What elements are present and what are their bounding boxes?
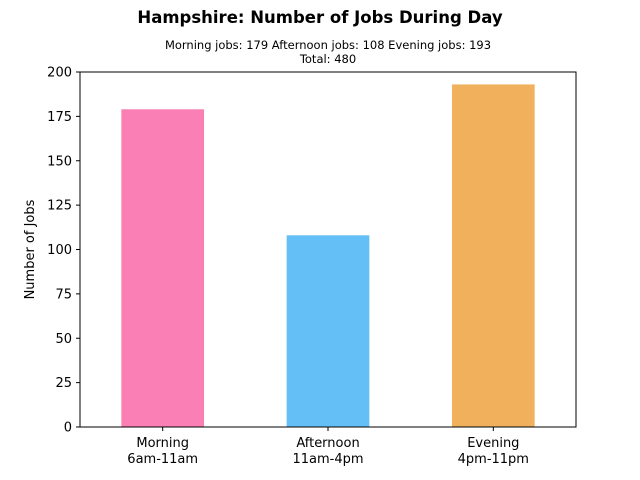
x-tick-label: Afternoon <box>296 436 359 451</box>
y-axis-ticks: 0 25 50 75 100 125 150 175 200 <box>47 66 80 436</box>
subtitle-line-total: Total: 480 <box>299 52 357 66</box>
x-tick-label: 4pm-11pm <box>458 452 529 467</box>
y-tick-label: 175 <box>47 110 72 125</box>
chart-subtitle: Morning jobs: 179 Afternoon jobs: 108 Ev… <box>8 38 640 66</box>
bar-morning <box>121 109 205 428</box>
bar-afternoon <box>286 235 370 427</box>
y-tick-label: 25 <box>55 376 72 391</box>
y-tick-label: 50 <box>55 332 72 347</box>
bars-group <box>121 84 535 428</box>
y-tick-label: 0 <box>64 421 72 436</box>
plot-frame <box>79 71 577 428</box>
y-axis-label: Number of Jobs <box>23 199 38 299</box>
x-tick-label: Morning <box>136 436 189 451</box>
y-tick-label: 125 <box>47 199 72 214</box>
y-tick-label: 150 <box>47 154 72 169</box>
y-tick-label: 100 <box>47 243 72 258</box>
x-tick-label: 11am-4pm <box>292 452 363 467</box>
x-tick-label: Evening <box>467 436 519 451</box>
y-tick-label: 200 <box>47 66 72 81</box>
y-tick-label: 75 <box>55 287 72 302</box>
chart-title: Hampshire: Number of Jobs During Day <box>137 8 503 27</box>
x-tick-label: 6am-11am <box>127 452 198 467</box>
subtitle-line-counts: Morning jobs: 179 Afternoon jobs: 108 Ev… <box>164 38 492 52</box>
bar-evening <box>451 84 535 428</box>
